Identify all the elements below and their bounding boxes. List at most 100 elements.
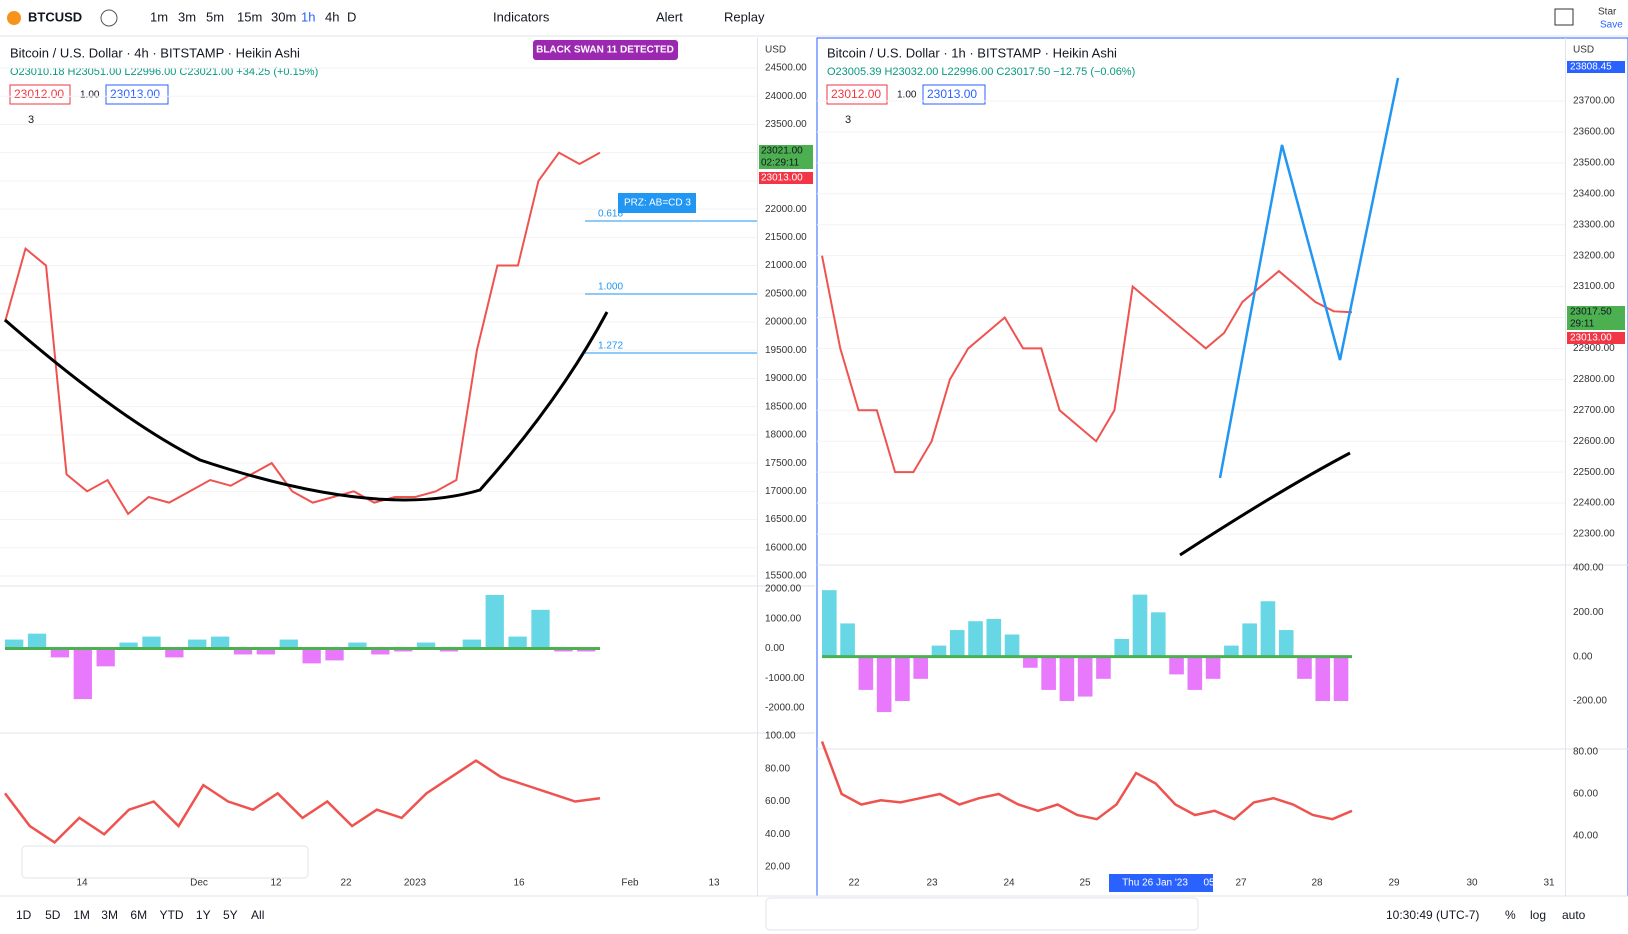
percent-toggle[interactable]: %	[1505, 908, 1516, 922]
pattern-line	[1218, 77, 1400, 479]
layout-icon[interactable]	[1554, 8, 1574, 26]
rsi-tick-label: 20.00	[765, 862, 790, 873]
rsi-tick-label: 60.00	[765, 796, 790, 807]
y-tick-label: 18000.00	[765, 430, 807, 441]
y-tick-label: 22300.00	[1573, 529, 1615, 540]
moving-average	[1179, 451, 1351, 557]
bid[interactable]: 23012.00	[14, 87, 64, 101]
osc-bar	[1077, 656, 1093, 697]
star[interactable]: Star	[1598, 7, 1617, 18]
series-line	[4, 151, 601, 516]
interval-button[interactable]: 1h	[301, 9, 315, 24]
time-label: 05:00	[1203, 878, 1228, 889]
y-tick-label: 21000.00	[765, 260, 807, 271]
chart-title: Bitcoin / U.S. Dollar · 4h · BITSTAMP · …	[10, 45, 300, 60]
alert-button[interactable]: Alert	[656, 9, 683, 24]
y-tick-label: 17000.00	[765, 486, 807, 497]
time-label: 30	[1466, 878, 1478, 889]
range-button[interactable]: YTD	[160, 908, 184, 922]
time-label: 13	[708, 878, 720, 889]
range-button[interactable]: 1Y	[196, 908, 211, 922]
osc-tick-label: 2000.00	[765, 584, 802, 595]
fib-label: 1.000	[598, 282, 623, 293]
osc-bar	[1114, 638, 1130, 657]
indicator-count[interactable]: 3	[28, 114, 34, 126]
indicators-button[interactable]: Indicators	[493, 9, 550, 24]
osc-bar	[50, 648, 70, 658]
ask[interactable]: 23013.00	[110, 87, 160, 101]
range-button[interactable]: 1D	[16, 908, 32, 922]
time-label: 24	[1003, 878, 1015, 889]
osc-bar	[913, 656, 928, 679]
osc-bar	[949, 630, 965, 657]
osc-bar	[895, 656, 910, 701]
interval-button[interactable]: 5m	[206, 9, 224, 24]
y-tick-label: 20500.00	[765, 288, 807, 299]
y-tick-label: 23500.00	[1573, 157, 1615, 168]
osc-bar	[73, 648, 92, 700]
price-tag	[1567, 332, 1625, 344]
osc-bar	[5, 639, 24, 649]
osc-bar	[27, 633, 47, 649]
auto-toggle[interactable]: auto	[1562, 908, 1586, 922]
y-tick-label: 22000.00	[765, 204, 807, 215]
rsi-tick-label: 60.00	[1573, 789, 1598, 800]
interval-button[interactable]: 15m	[237, 9, 262, 24]
osc-bar	[348, 642, 367, 649]
osc-bar	[1132, 594, 1148, 657]
osc-bar	[1169, 656, 1184, 675]
rsi-tick-label: 40.00	[1573, 831, 1598, 842]
time-label: Thu 26 Jan '23	[1122, 878, 1188, 889]
currency: USD	[765, 45, 786, 56]
range-button[interactable]: 3M	[101, 908, 118, 922]
osc-tick-label: -200.00	[1573, 696, 1607, 707]
time-label: 23	[926, 878, 938, 889]
osc-bar	[1315, 656, 1331, 701]
y-tick-label: 23600.00	[1573, 127, 1615, 138]
time-label: 16	[513, 878, 525, 889]
rsi-tick-label: 40.00	[765, 829, 790, 840]
log-toggle[interactable]: log	[1530, 908, 1546, 922]
indicator-count[interactable]: 3	[845, 114, 851, 126]
range-button[interactable]: 1M	[73, 908, 90, 922]
ohlc: O23010.18 H23051.00 L22996.00 C23021.00 …	[10, 66, 318, 78]
pane-divider	[757, 38, 758, 896]
series-line	[820, 741, 1353, 821]
osc-bar	[1059, 656, 1075, 701]
osc-bar	[986, 618, 1002, 657]
interval-button[interactable]: 3m	[178, 9, 196, 24]
time-label: Dec	[190, 878, 208, 889]
y-tick-label: 23400.00	[1573, 188, 1615, 199]
osc-bar	[858, 656, 874, 690]
add-symbol[interactable]	[100, 9, 118, 27]
time-label: 2023	[404, 878, 427, 889]
bid[interactable]: 23012.00	[831, 87, 881, 101]
osc-bar	[462, 639, 481, 649]
osc-bar	[531, 609, 550, 649]
moving-average	[4, 311, 609, 502]
interval-button[interactable]: 4h	[325, 9, 339, 24]
save[interactable]: Save	[1600, 20, 1623, 31]
y-tick-label: 21500.00	[765, 232, 807, 243]
osc-bar	[371, 648, 390, 655]
range-button[interactable]: 6M	[130, 908, 147, 922]
time-label: Feb	[621, 878, 639, 889]
time-label: 29	[1388, 878, 1400, 889]
prz: PRZ: AB=CD 3	[624, 198, 691, 209]
series-line	[4, 759, 601, 845]
range-button[interactable]: 5D	[45, 908, 61, 922]
price-tag-label: 23021.00	[761, 146, 803, 157]
symbol[interactable]: BTCUSD	[28, 9, 82, 24]
chart-title: Bitcoin / U.S. Dollar · 1h · BITSTAMP · …	[827, 45, 1117, 60]
y-tick-label: 16500.00	[765, 514, 807, 525]
ask[interactable]: 23013.00	[927, 87, 977, 101]
interval-button[interactable]: 30m	[271, 9, 296, 24]
replay-button[interactable]: Replay	[724, 9, 765, 24]
osc-bar	[485, 594, 504, 649]
interval-button[interactable]: 1m	[150, 9, 168, 24]
range-button[interactable]: 5Y	[223, 908, 238, 922]
range-button[interactable]: All	[251, 908, 264, 922]
interval-button[interactable]: D	[347, 9, 356, 24]
rsi-tick-label: 100.00	[765, 731, 796, 742]
